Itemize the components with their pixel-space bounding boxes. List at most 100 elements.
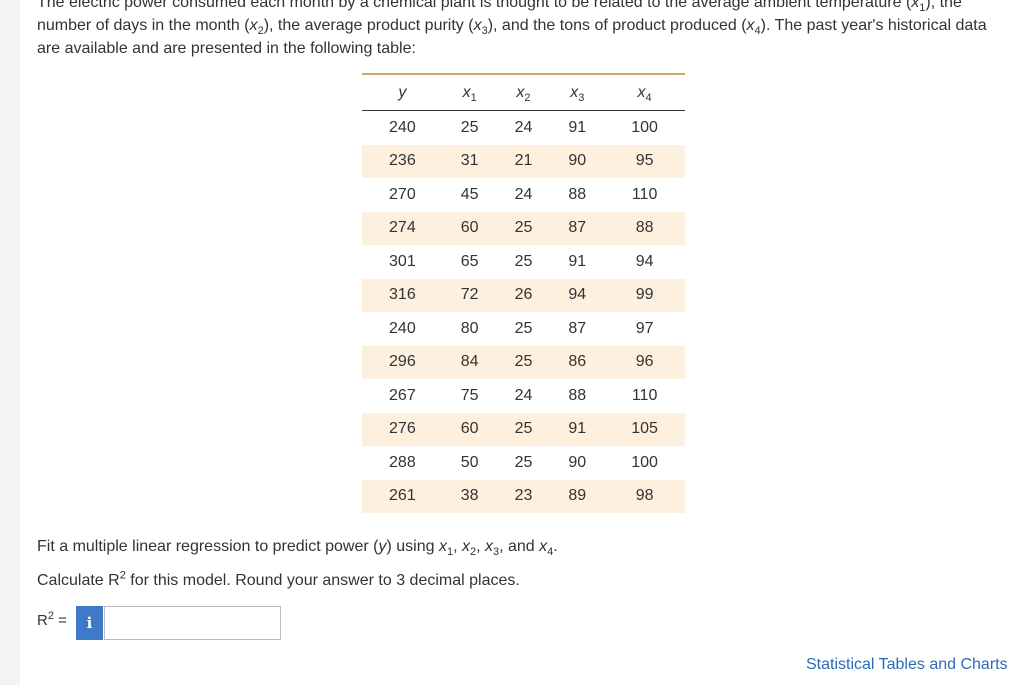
- table-cell: 240: [389, 118, 416, 136]
- text-run: ,: [453, 538, 462, 555]
- table-cell: 240: [389, 319, 416, 337]
- subscript: 1: [470, 91, 477, 104]
- table-cell: 110: [631, 386, 658, 404]
- variable: R: [108, 572, 120, 589]
- subscript: 4: [547, 546, 554, 559]
- subscript: 3: [481, 25, 488, 38]
- table-cell: 25: [496, 345, 551, 379]
- table-cell: 267: [389, 386, 416, 404]
- variable: x: [473, 17, 482, 34]
- table-cell: 24: [514, 118, 533, 136]
- table-cell: 90: [568, 453, 587, 471]
- text-run: ). The past year's historical data are a…: [37, 17, 987, 57]
- table-row: 288 50 25 90 100: [362, 446, 685, 480]
- variable: x: [570, 83, 579, 101]
- variable: x: [438, 538, 447, 555]
- table-row: 240 80 25 87 97: [362, 312, 685, 346]
- table-cell: 60: [442, 412, 497, 446]
- answer-input[interactable]: [104, 606, 281, 640]
- text-run: ), and the tons of product produced (: [487, 17, 747, 34]
- table-row: 240 25 24 91 100: [362, 111, 685, 145]
- variable: x: [249, 17, 258, 34]
- text-run: .: [553, 538, 558, 555]
- table-cell: 50: [460, 453, 479, 471]
- column-header: x3: [550, 74, 605, 111]
- table-cell: 60: [442, 211, 497, 245]
- subscript: 2: [524, 91, 531, 104]
- text-run: Fit a multiple linear regression to pred…: [37, 538, 379, 555]
- table-cell: 38: [442, 479, 497, 513]
- subscript: 4: [645, 91, 652, 104]
- subscript: 1: [919, 2, 926, 15]
- table-row: 270 45 24 88 110: [362, 178, 685, 212]
- superscript: 2: [47, 610, 54, 622]
- text-run: ) using: [386, 538, 439, 555]
- variable: x: [461, 538, 470, 555]
- tables-link[interactable]: Statistical Tables and Charts: [806, 656, 1008, 673]
- table-row: 267 75 24 88 110: [362, 379, 685, 413]
- subscript: 2: [257, 25, 264, 38]
- table-cell: 25: [496, 211, 551, 245]
- table-cell: 25: [496, 412, 551, 446]
- subscript: 1: [446, 546, 454, 559]
- variable: x: [462, 83, 471, 101]
- table-cell: 94: [635, 252, 654, 270]
- variable: x: [637, 83, 646, 101]
- table-cell: 316: [362, 278, 443, 312]
- question-text: Fit a multiple linear regression to pred…: [37, 535, 558, 558]
- table-row: 274 60 25 87 88: [362, 211, 685, 245]
- intro-text: The electric power consumed each month b…: [37, 0, 1007, 60]
- table-cell: 99: [604, 278, 685, 312]
- table-cell: 65: [460, 252, 479, 270]
- column-header: y: [362, 74, 443, 111]
- table-cell: 105: [604, 412, 685, 446]
- table-row: 316 72 26 94 99: [362, 278, 685, 312]
- data-table: y x1 x2 x3 x4 240 25 24 91 100 236 31 21 90 95 270 45 24 8…: [362, 73, 685, 513]
- table-cell: 25: [514, 252, 533, 270]
- table-cell: 94: [550, 278, 605, 312]
- table-cell: 87: [550, 211, 605, 245]
- table-cell: 72: [442, 278, 497, 312]
- table-cell: 88: [604, 211, 685, 245]
- subscript: 3: [492, 546, 500, 559]
- variable: x: [539, 538, 548, 555]
- text-run: ,: [476, 538, 485, 555]
- column-header: x4: [604, 74, 685, 111]
- text-run: =: [53, 612, 67, 629]
- table-cell: 25: [514, 453, 533, 471]
- subscript: 2: [469, 546, 477, 559]
- table-cell: 26: [496, 278, 551, 312]
- table-cell: 100: [631, 118, 658, 136]
- table-cell: 96: [604, 345, 685, 379]
- table-cell: 301: [389, 252, 416, 270]
- info-button[interactable]: i: [76, 606, 103, 640]
- variable: x: [484, 538, 493, 555]
- table-row: 261 38 23 89 98: [362, 479, 685, 513]
- table-cell: 95: [604, 144, 685, 178]
- table-cell: 288: [389, 453, 416, 471]
- table-cell: 100: [631, 453, 658, 471]
- table-cell: 45: [460, 185, 479, 203]
- instruction-text: Calculate R2 for this model. Round your …: [37, 569, 520, 592]
- table-row: 301 65 25 91 94: [362, 245, 685, 279]
- table-cell: 89: [550, 479, 605, 513]
- subscript: 3: [578, 91, 585, 104]
- table-cell: 88: [568, 185, 587, 203]
- side-strip: [0, 0, 20, 685]
- column-header: x2: [496, 74, 551, 111]
- table-cell: 80: [460, 319, 479, 337]
- text-run: Calculate: [37, 572, 109, 589]
- column-header: x1: [442, 74, 497, 111]
- superscript: 2: [119, 569, 126, 582]
- variable: y: [398, 83, 407, 101]
- table-cell: 91: [568, 118, 587, 136]
- table-cell: 91: [550, 412, 605, 446]
- table-cell: 91: [568, 252, 587, 270]
- table-cell: 87: [568, 319, 587, 337]
- variable: x: [911, 0, 920, 11]
- answer-label: R2 =: [37, 609, 67, 632]
- table-cell: 110: [631, 185, 658, 203]
- table-cell: 21: [496, 144, 551, 178]
- variable: R: [37, 612, 48, 629]
- variable: x: [516, 83, 525, 101]
